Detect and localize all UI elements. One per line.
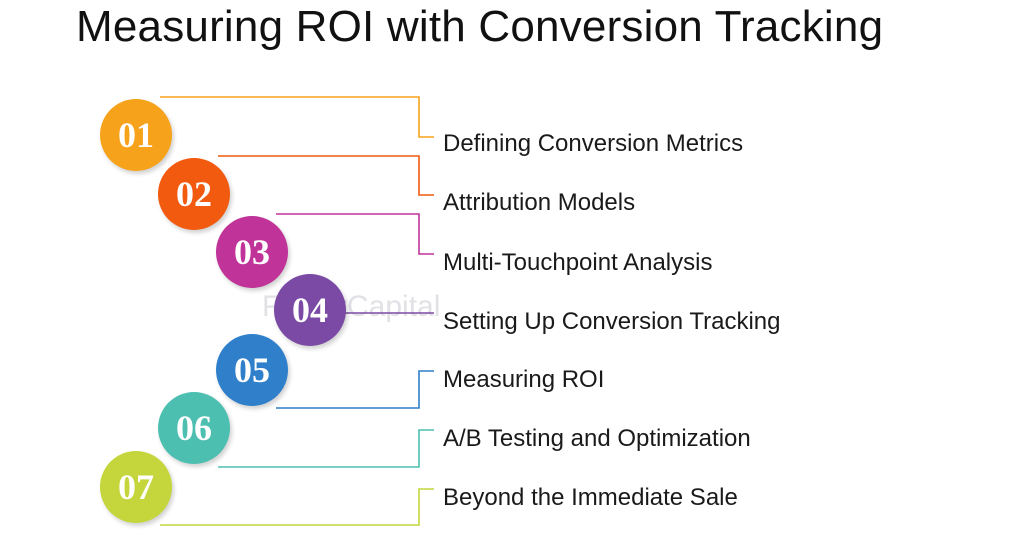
step-label-07: Beyond the Immediate Sale — [443, 484, 738, 511]
connector-line-05 — [276, 370, 434, 409]
step-number-03: 03 — [234, 232, 270, 272]
step-number-07: 07 — [118, 467, 154, 507]
diagram-title: Measuring ROI with Conversion Tracking — [76, 2, 884, 51]
step-circle-07: 07 — [100, 451, 172, 523]
step-number-06: 06 — [176, 408, 212, 448]
step-label-03: Multi-Touchpoint Analysis — [443, 249, 713, 276]
step-label-05: Measuring ROI — [443, 366, 605, 393]
step-circle-06: 06 — [158, 392, 230, 464]
step-label-02: Attribution Models — [443, 189, 636, 216]
step-label-01: Defining Conversion Metrics — [443, 130, 744, 157]
step-circle-05: 05 — [216, 334, 288, 406]
connector-line-06 — [218, 429, 434, 468]
step-circle-03: 03 — [216, 216, 288, 288]
step-circle-04: 04 — [274, 274, 346, 346]
step-label-06: A/B Testing and Optimization — [443, 425, 751, 452]
step-label-04: Setting Up Conversion Tracking — [443, 308, 781, 335]
connector-line-01 — [160, 96, 434, 138]
step-circle-01: 01 — [100, 99, 172, 171]
step-number-04: 04 — [292, 290, 328, 330]
step-circle-02: 02 — [158, 158, 230, 230]
connector-line-02 — [218, 155, 434, 196]
step-number-01: 01 — [118, 115, 154, 155]
connector-line-03 — [276, 213, 434, 255]
connector-line-07 — [160, 488, 434, 526]
step-number-05: 05 — [234, 350, 270, 390]
step-number-02: 02 — [176, 174, 212, 214]
